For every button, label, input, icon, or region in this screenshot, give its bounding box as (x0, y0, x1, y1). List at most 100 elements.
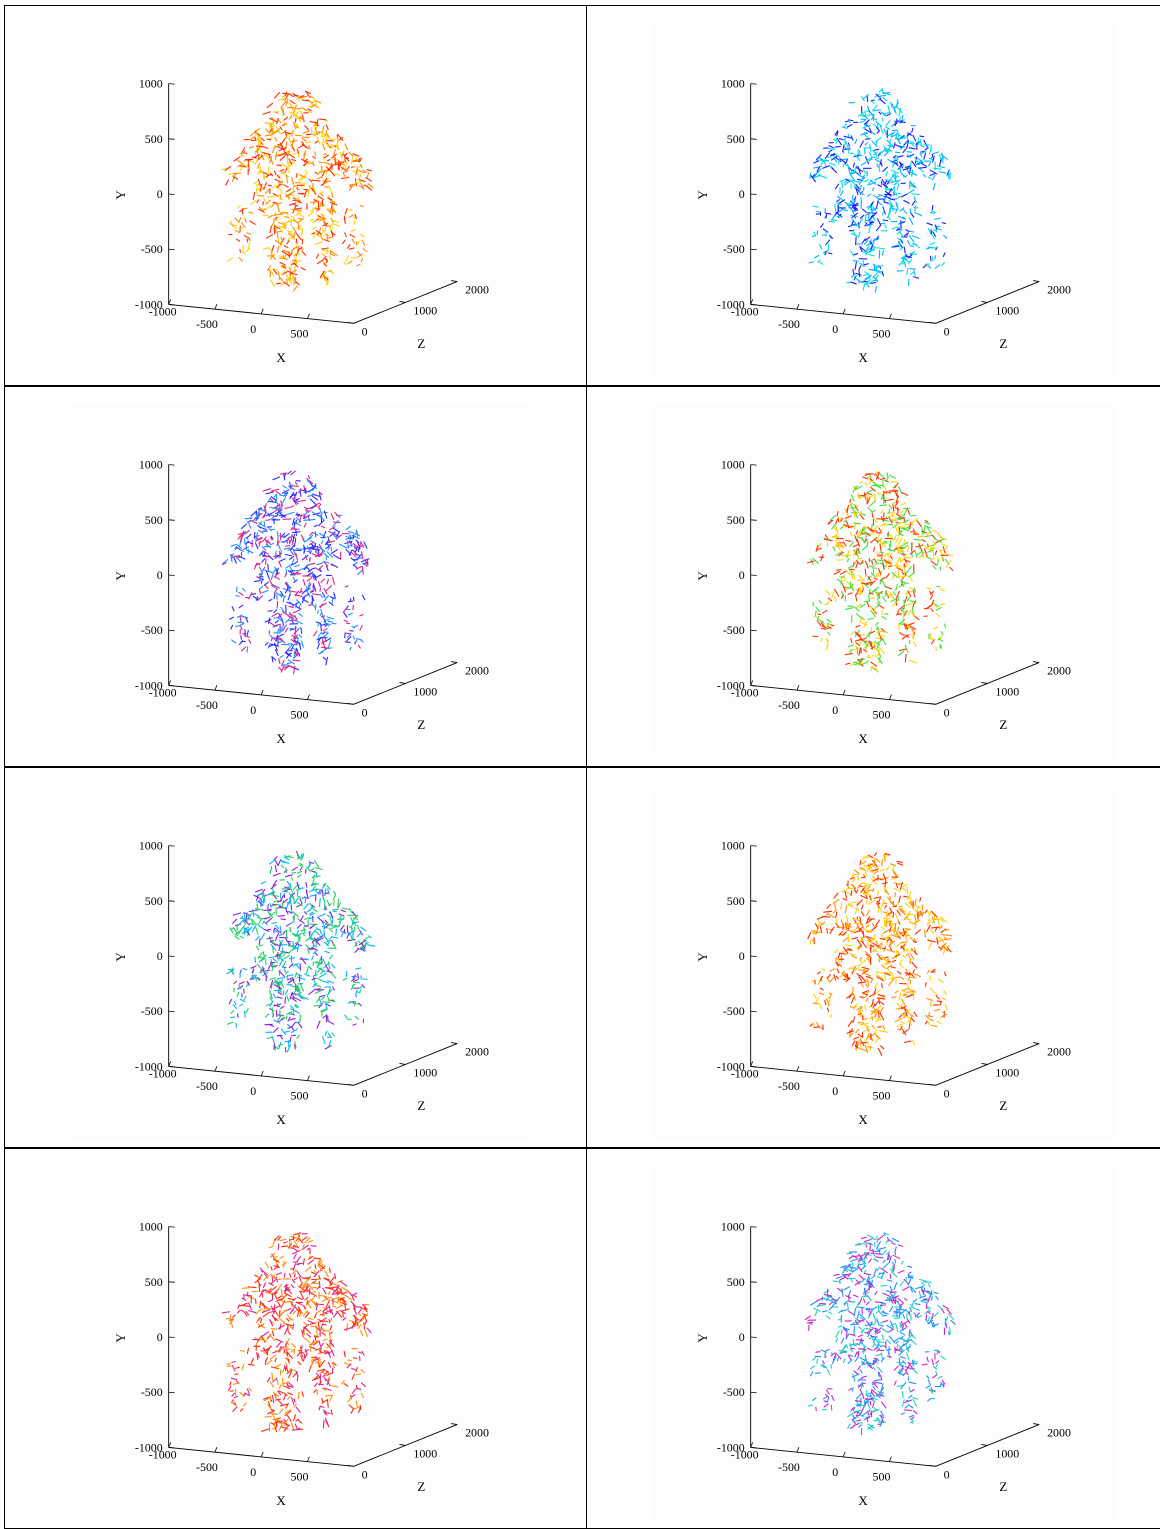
flow-vector (880, 505, 887, 506)
flow-vector (315, 604, 316, 610)
flow-vector (338, 144, 339, 149)
x-axis-label: X (276, 350, 286, 365)
flow-vector (932, 154, 933, 158)
flow-vector (320, 899, 321, 907)
flow-vector (880, 95, 886, 96)
flow-vector (837, 927, 842, 928)
y-tick-label: -500 (141, 1385, 163, 1399)
flow-vector (348, 601, 353, 602)
flow-vector (310, 939, 314, 940)
flow-vector (281, 952, 285, 953)
flow-vector (823, 916, 830, 917)
flow-vector (907, 919, 911, 920)
flow-vector (234, 988, 235, 991)
flow-vector (937, 226, 940, 227)
flow-vector (860, 997, 863, 998)
flow-vector (846, 555, 851, 556)
flow-vector (317, 990, 324, 991)
flow-vector (918, 536, 924, 537)
flow-vector (254, 532, 255, 538)
flow-vector (887, 911, 888, 916)
flow-vector (240, 249, 241, 252)
x-tick-label: 0 (250, 703, 256, 717)
x-axis-label: X (276, 731, 286, 746)
flow-vector (871, 1011, 876, 1012)
flow-vector (319, 162, 322, 163)
flow-vector (851, 891, 852, 896)
z-tick-label: 0 (362, 324, 368, 338)
flow-vector (935, 256, 936, 259)
y-tick-label: -500 (141, 623, 163, 637)
flow-vector (824, 148, 828, 149)
flow-vector (264, 1308, 271, 1309)
flow-vector (868, 1047, 872, 1048)
flow-vector (310, 863, 313, 864)
flow-vector (911, 977, 916, 978)
y-tick-label: 500 (145, 894, 163, 908)
flow-vector (865, 139, 870, 140)
z-tick-label: 1000 (413, 1446, 437, 1460)
x-tick-label: -1000 (149, 304, 177, 318)
z-tick-label: 1000 (413, 684, 437, 698)
flow-vector (266, 520, 270, 521)
flow-vector (336, 929, 337, 935)
flow-vector (878, 907, 879, 912)
flow-vector (278, 629, 279, 633)
flow-vector (921, 151, 924, 152)
flow-vector (863, 134, 868, 135)
y-tick-label: 500 (727, 894, 745, 908)
flow-vector (327, 1400, 328, 1408)
flow-vector (280, 495, 284, 496)
flow-vector (282, 626, 283, 632)
flow-vector (849, 230, 853, 231)
y-tick-label: 1000 (721, 77, 745, 91)
flow-vector (827, 929, 828, 933)
z-tick-label: 1000 (413, 1065, 437, 1079)
flow-vector (268, 611, 272, 612)
flow-vector (898, 570, 899, 577)
flow-vector (859, 1043, 867, 1044)
x-tick-label: -500 (196, 317, 218, 331)
flow-vector (282, 1378, 283, 1386)
x-tick-label: 500 (291, 1470, 309, 1484)
flow-vector (324, 930, 325, 936)
flow-vector (899, 906, 902, 907)
flow-vector (925, 930, 926, 937)
x-tick-label: -500 (778, 698, 800, 712)
x-tick-label: -1000 (149, 685, 177, 699)
flow-vector (271, 519, 276, 520)
flow-vector (874, 935, 875, 940)
x-tick-label: 500 (291, 1089, 309, 1103)
flow-vector (870, 958, 871, 965)
flow-vector (930, 976, 931, 980)
flow-vector (882, 860, 883, 866)
x-tick-label: 500 (291, 708, 309, 722)
flow-vector (280, 195, 281, 198)
flow-vector (315, 989, 321, 990)
flow-vector (275, 1044, 276, 1050)
flow-vector (276, 908, 277, 915)
flow-vector (299, 888, 304, 889)
flow-vector (931, 230, 932, 234)
flow-vector (873, 117, 874, 121)
flow-vector (277, 513, 282, 514)
flow-vector (297, 549, 303, 550)
x-tick-label: -1000 (731, 685, 759, 699)
flow-vector (865, 569, 866, 575)
flow-vector (279, 1310, 280, 1317)
flow-vector (911, 125, 915, 126)
flow-vector (867, 541, 868, 546)
flow-vector (826, 215, 827, 218)
flow-vector (810, 173, 811, 178)
flow-vector (921, 140, 922, 145)
y-tick-label: -500 (723, 242, 745, 256)
y-tick-label: 500 (145, 132, 163, 146)
flow-vector (866, 221, 872, 222)
flow-vector (907, 951, 914, 952)
flow-vector (304, 486, 305, 490)
z-tick-label: 2000 (465, 663, 489, 677)
